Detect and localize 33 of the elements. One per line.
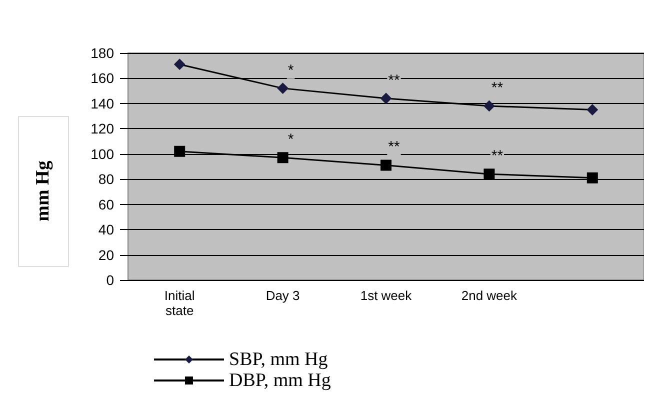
point	[174, 58, 186, 70]
point	[380, 160, 392, 171]
y-tick-label: 140	[90, 95, 114, 112]
point	[484, 100, 495, 112]
y-tick-label: 80	[98, 171, 114, 188]
point	[380, 92, 392, 104]
annotation: **	[491, 148, 504, 165]
point	[484, 168, 495, 180]
x-tick-label: Day 3	[266, 288, 300, 303]
point	[174, 146, 186, 157]
annotation: **	[388, 72, 400, 89]
annotation: **	[491, 79, 504, 96]
point	[586, 172, 598, 184]
y-tick-label: 100	[90, 146, 114, 162]
y-axis-title: mm Hg	[32, 160, 54, 222]
annotation: *	[288, 62, 294, 79]
legend-label: DBP, mm Hg	[229, 370, 332, 391]
annotation: **	[388, 138, 400, 156]
y-tick-label: 160	[90, 70, 114, 86]
point	[277, 152, 288, 164]
y-tick-label: 180	[90, 45, 114, 61]
y-tick-label: 0	[106, 272, 114, 288]
x-tick-label: 2nd week	[461, 288, 518, 303]
point	[586, 104, 598, 116]
x-tick-label: 1st week	[360, 288, 412, 303]
y-tick-label: 60	[98, 196, 114, 212]
y-tick-label: 20	[98, 246, 114, 263]
y-tick-label: 40	[98, 222, 114, 238]
point	[277, 82, 288, 94]
annotation: *	[288, 131, 294, 148]
legend-label: SBP, mm Hg	[229, 349, 328, 370]
x-tick-label: Initial state	[164, 288, 195, 318]
y-tick-label: 120	[90, 120, 114, 137]
